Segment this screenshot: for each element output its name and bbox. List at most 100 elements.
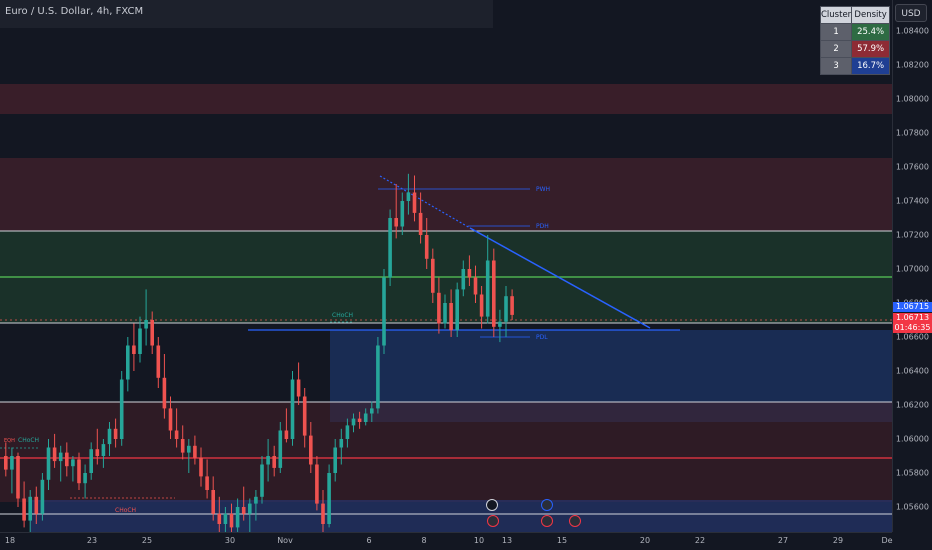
candle-body bbox=[376, 345, 380, 409]
candle-body bbox=[418, 212, 423, 235]
candle-body bbox=[193, 445, 197, 458]
chart-svg[interactable] bbox=[0, 0, 892, 532]
cluster-density-table: Cluster Density 1 25.4% 2 57.9% 3 16.7% bbox=[819, 6, 890, 75]
candle-body bbox=[394, 218, 398, 227]
price-tick: 1.06600 bbox=[895, 332, 929, 342]
candle-body bbox=[83, 473, 87, 484]
symbol-title[interactable]: Euro / U.S. Dollar, 4h, FXCM bbox=[5, 6, 144, 17]
flag-event-icon[interactable] bbox=[541, 515, 553, 527]
trendline-dotted[interactable] bbox=[379, 175, 471, 229]
candle-body bbox=[485, 260, 490, 317]
density-header: Density bbox=[851, 6, 890, 24]
candle-body bbox=[290, 379, 295, 439]
candle-body bbox=[510, 296, 514, 315]
price-tick: 1.06400 bbox=[895, 366, 929, 376]
candle-body bbox=[162, 377, 167, 409]
price-axis[interactable]: 1.08400 1.08200 1.08000 1.07800 1.07600 … bbox=[892, 0, 932, 532]
candle-body bbox=[315, 464, 319, 504]
price-tick: 1.05600 bbox=[895, 502, 929, 512]
candle-body bbox=[107, 428, 112, 445]
time-tick: 8 bbox=[421, 536, 427, 545]
time-tick: 25 bbox=[141, 536, 153, 545]
time-tick: 30 bbox=[224, 536, 236, 545]
zone-supply-top bbox=[0, 84, 892, 114]
candle-body bbox=[455, 289, 459, 331]
chart-canvas[interactable]: Euro / U.S. Dollar, 4h, FXCM PWH PDH PDL… bbox=[0, 0, 892, 532]
candle-body bbox=[77, 459, 81, 484]
candlestick-series bbox=[4, 173, 514, 532]
candle-body bbox=[174, 430, 179, 439]
candle-body bbox=[370, 408, 374, 414]
cluster-id: 3 bbox=[819, 57, 853, 75]
candle-body bbox=[272, 456, 276, 468]
eqh-label: EQH bbox=[4, 438, 15, 444]
cluster-density: 25.4% bbox=[851, 23, 890, 41]
candle-body bbox=[34, 496, 39, 514]
time-axis[interactable]: 18 23 25 30 Nov 6 8 10 13 15 20 22 27 29… bbox=[0, 532, 893, 550]
candle-body bbox=[345, 425, 350, 439]
candle-body bbox=[58, 452, 63, 462]
candle-body bbox=[52, 447, 57, 462]
candle-body bbox=[10, 456, 14, 470]
candle-body bbox=[241, 507, 246, 514]
price-tick: 1.07200 bbox=[895, 230, 929, 240]
candle-body bbox=[101, 444, 106, 456]
pwh-label: PWH bbox=[536, 186, 551, 193]
candle-body bbox=[223, 513, 228, 524]
time-tick: 15 bbox=[556, 536, 568, 545]
candle-body bbox=[229, 513, 234, 528]
zone-supply-main bbox=[0, 158, 892, 231]
candle-body bbox=[406, 192, 411, 201]
pdl-label: PDL bbox=[536, 334, 548, 341]
currency-button[interactable]: USD bbox=[895, 4, 927, 22]
trendline-solid[interactable] bbox=[469, 227, 651, 329]
flag-event-icon[interactable] bbox=[541, 499, 553, 511]
candle-body bbox=[296, 379, 301, 397]
lightning-event-icon[interactable] bbox=[486, 499, 498, 511]
candle-body bbox=[321, 503, 325, 524]
candle-body bbox=[412, 192, 417, 213]
candle-body bbox=[126, 345, 130, 380]
candle-body bbox=[461, 269, 466, 290]
pdh-label: PDH bbox=[536, 223, 549, 230]
price-tick: 1.08400 bbox=[895, 26, 929, 36]
candle-body bbox=[211, 490, 215, 514]
time-tick: Nov bbox=[277, 536, 293, 545]
time-tick: 10 bbox=[473, 536, 485, 545]
price-tick: 1.08200 bbox=[895, 60, 929, 70]
time-tick: De bbox=[881, 536, 893, 545]
candle-body bbox=[205, 476, 209, 490]
candle-body bbox=[22, 498, 26, 521]
candle-body bbox=[248, 503, 252, 514]
flag-event-icon[interactable] bbox=[487, 515, 499, 527]
choch-label-bottom: CHoCH bbox=[115, 507, 137, 514]
candle-body bbox=[89, 449, 93, 473]
candle-body bbox=[351, 418, 356, 426]
candle-body bbox=[132, 345, 136, 354]
price-tick: 1.05800 bbox=[895, 468, 929, 478]
candle-body bbox=[473, 277, 478, 295]
candle-body bbox=[449, 303, 453, 331]
price-tick: 1.07000 bbox=[895, 264, 929, 274]
candle-body bbox=[156, 345, 161, 378]
candle-body bbox=[388, 218, 392, 278]
candle-body bbox=[309, 435, 313, 465]
candle-body bbox=[65, 452, 69, 467]
flag-event-icon[interactable] bbox=[569, 515, 581, 527]
candle-body bbox=[180, 439, 185, 453]
candle-body bbox=[168, 408, 173, 431]
candle-body bbox=[479, 294, 484, 317]
last-price-label: 1.06713 bbox=[893, 313, 932, 323]
cluster-density: 16.7% bbox=[851, 57, 890, 75]
time-tick: 22 bbox=[694, 536, 706, 545]
cluster-id: 1 bbox=[819, 23, 853, 41]
choch-label-top: CHoCH bbox=[332, 312, 354, 319]
bar-countdown-label: 01:46:35 bbox=[893, 323, 932, 333]
candle-body bbox=[46, 447, 51, 480]
candle-body bbox=[138, 328, 142, 354]
price-tick: 1.06000 bbox=[895, 434, 929, 444]
candle-body bbox=[443, 303, 447, 324]
price-tick: 1.07800 bbox=[895, 128, 929, 138]
level-price-label: 1.06715 bbox=[893, 302, 932, 312]
time-tick: 29 bbox=[832, 536, 844, 545]
